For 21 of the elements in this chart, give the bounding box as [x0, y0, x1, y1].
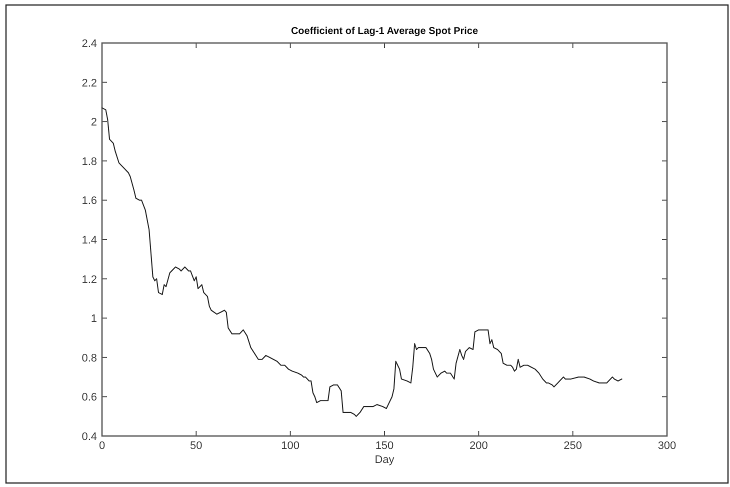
y-tick-label: 1.2	[82, 274, 97, 286]
y-tick-label: 1.4	[82, 234, 97, 246]
x-tick-label: 150	[375, 440, 394, 452]
x-tick-label: 50	[190, 440, 202, 452]
x-tick-label: 300	[658, 440, 676, 452]
y-tick-label: 2.2	[82, 77, 97, 90]
y-tick-label: 0.8	[82, 352, 97, 364]
chart-title: Coefficient of Lag-1 Average Spot Price	[290, 26, 478, 37]
y-tick-label: 0.6	[82, 392, 97, 404]
x-tick-label: 100	[281, 440, 300, 452]
x-axis-title: Day	[374, 454, 395, 466]
y-tick-label: 1	[90, 313, 97, 326]
x-tick-label: 250	[564, 440, 582, 452]
y-tick-label: 2	[90, 116, 97, 129]
y-tick-label: 1.8	[82, 156, 97, 168]
line-series	[101, 107, 622, 417]
y-tick-label: 0.4	[82, 431, 97, 443]
y-tick-label: 1.6	[82, 195, 97, 208]
x-tick-label: 0	[98, 440, 106, 452]
y-tick-label: 2.4	[82, 38, 97, 50]
x-tick-label: 200	[469, 440, 488, 452]
